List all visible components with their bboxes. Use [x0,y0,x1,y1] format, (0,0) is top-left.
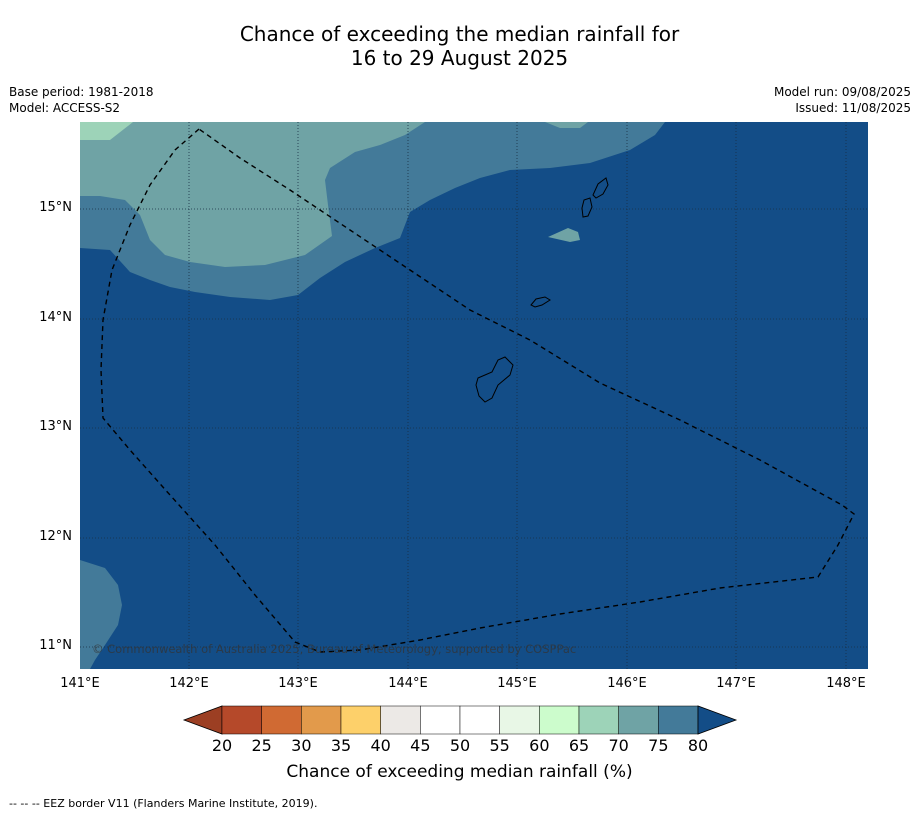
footer-note: -- -- -- EEZ border V11 (Flanders Marine… [9,797,318,810]
colorbar-swatch [618,705,659,735]
region-70-75-bottom [80,560,122,669]
region-60-65 [80,122,133,140]
issued-date: Issued: 11/08/2025 [795,101,911,115]
copyright-text: © Commonwealth of Australia 2025, Bureau… [92,642,577,656]
colorbar-extend-high [697,705,738,735]
model-name: Model: ACCESS-S2 [9,101,121,115]
lon-label: 148°E [826,676,866,691]
lat-label: 14°N [39,310,72,325]
lat-label: 13°N [39,419,72,434]
island-saipan [592,177,609,199]
island-guam [475,356,514,403]
colorbar-extend-low [182,705,223,735]
colorbar-swatch [539,705,580,735]
colorbar-tick-label: 60 [529,736,550,755]
title-line-1: Chance of exceeding the median rainfall … [239,22,680,46]
colorbar-tick-label: 70 [608,736,629,755]
colorbar-tick-label: 35 [330,736,352,755]
colorbar-tick-label: 65 [568,736,590,755]
meta-left: Base period: 1981-2018 Model: ACCESS-S2 [9,84,154,116]
colorbar-title: Chance of exceeding median rainfall (%) [286,762,633,782]
base-period: Base period: 1981-2018 [9,85,154,99]
colorbar-tick-label: 45 [410,736,431,755]
colorbar-swatch [499,705,540,735]
region-65-70 [80,122,425,267]
lon-label: 145°E [497,676,537,691]
colorbar-tick-label: 30 [291,736,312,755]
island-rota [530,296,551,308]
chart-title: Chance of exceeding the median rainfall … [0,22,919,70]
colorbar-tick-label: 75 [648,736,669,755]
colorbar-tick-label: 20 [211,736,233,755]
lat-label: 15°N [39,200,72,215]
colorbar-tick-label: 50 [449,736,471,755]
lat-label: 11°N [39,638,72,653]
lon-label: 142°E [169,676,209,691]
region-65-70-small-top [545,122,588,128]
eez-border [100,128,855,653]
colorbar-swatch [221,705,262,735]
region-65-70-islands [548,228,580,242]
meta-right: Model run: 09/08/2025 Issued: 11/08/2025 [774,84,911,116]
lon-label: 147°E [716,676,756,691]
colorbar-swatch [459,705,500,735]
lon-label: 144°E [388,676,428,691]
colorbar-swatch [301,705,342,735]
colorbar-swatch [578,705,619,735]
lon-label: 143°E [278,676,318,691]
colorbar-swatch [261,705,302,735]
island-tinian [581,197,593,218]
colorbar-tick-label: 40 [370,736,391,755]
colorbar-tick-label: 25 [251,736,272,755]
lat-label: 12°N [39,529,72,544]
colorbar [182,705,738,735]
colorbar-swatch [658,705,699,735]
colorbar-swatch [420,705,461,735]
lon-label: 146°E [607,676,647,691]
colorbar-tick-label: 55 [489,736,510,755]
colorbar-swatch [380,705,421,735]
lon-label: 141°E [60,676,100,691]
islands [475,177,609,403]
model-run: Model run: 09/08/2025 [773,85,911,99]
colorbar-swatch [340,705,381,735]
title-line-2: 16 to 29 August 2025 [350,46,569,70]
colorbar-tick-label: 80 [687,736,709,755]
